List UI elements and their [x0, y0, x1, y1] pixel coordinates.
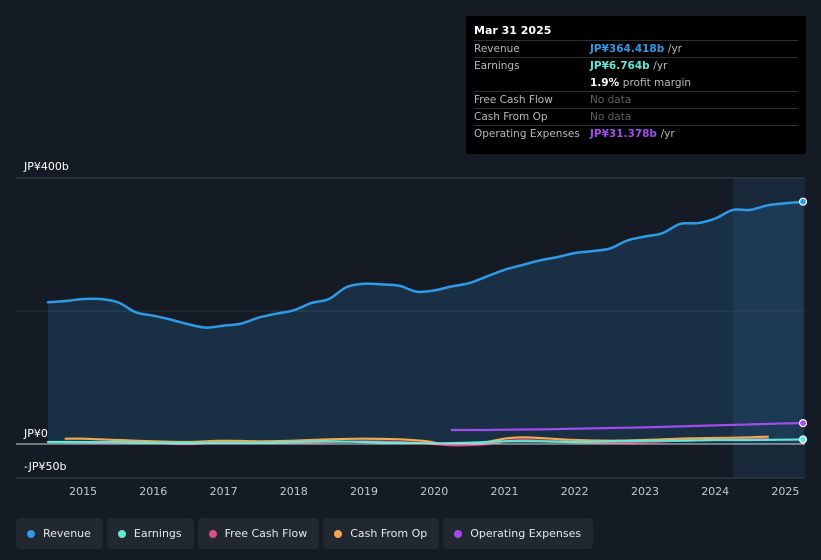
x-tick-label: 2024 [701, 485, 730, 498]
opex-amount: JP¥31.378b [590, 128, 657, 140]
revenue-line [46, 200, 805, 329]
tooltip-opex-label: Operating Expenses [474, 128, 580, 140]
current-period-highlight [732, 178, 805, 478]
tooltip-earnings-value: JP¥6.764b /yr [590, 60, 667, 72]
operating-expenses-end-marker [798, 419, 808, 428]
tooltip-row-opex: Operating Expenses JP¥31.378b /yr [474, 125, 798, 143]
y-label-minus-50b: -JP¥50b [24, 460, 67, 473]
earnings-line [46, 438, 805, 445]
revenue-end-marker [798, 197, 808, 206]
tooltip-earnings-label: Earnings [474, 60, 520, 72]
y-label-zero: JP¥0 [24, 427, 48, 440]
x-tick-label: 2025 [771, 485, 800, 498]
chart-legend: Revenue Earnings Free Cash Flow Cash Fro… [16, 518, 594, 549]
legend-label-earnings: Earnings [133, 527, 182, 540]
tooltip-fcf-label: Free Cash Flow [474, 94, 553, 106]
tooltip-date: Mar 31 2025 [474, 24, 552, 37]
x-tick-label: 2020 [420, 485, 449, 498]
free-cash-flow-dot-icon [208, 529, 217, 538]
earnings-unit: /yr [653, 60, 668, 72]
legend-label-operating-expenses: Operating Expenses [470, 527, 582, 540]
tooltip-row-cfo: Cash From Op No data [474, 108, 798, 126]
profit-margin-value: 1.9% [590, 77, 620, 89]
tooltip-cfo-label: Cash From Op [474, 111, 548, 123]
tooltip-cfo-value: No data [590, 111, 632, 123]
x-tick-label: 2018 [279, 485, 308, 498]
earnings-end-marker [798, 435, 808, 444]
x-tick-label: 2017 [209, 485, 238, 498]
legend-label-cash-from-op: Cash From Op [350, 527, 428, 540]
profit-margin-label: profit margin [622, 77, 692, 89]
legend-item-cash-from-op[interactable]: Cash From Op [323, 518, 440, 549]
operating-expenses-line [450, 422, 805, 432]
tooltip-row-fcf: Free Cash Flow No data [474, 91, 798, 109]
x-tick-label: 2016 [139, 485, 168, 498]
legend-item-operating-expenses[interactable]: Operating Expenses [443, 518, 594, 549]
operating-expenses-dot-icon [454, 529, 463, 538]
legend-label-free-cash-flow: Free Cash Flow [224, 527, 308, 540]
earnings-amount: JP¥6.764b [590, 60, 650, 72]
legend-item-earnings[interactable]: Earnings [106, 518, 194, 549]
x-tick-label: 2023 [631, 485, 659, 498]
tooltip-fcf-value: No data [590, 94, 632, 106]
revenue-unit: /yr [667, 43, 682, 55]
tooltip-opex-value: JP¥31.378b /yr [590, 128, 675, 140]
tooltip-profit-margin: 1.9% profit margin [590, 77, 691, 89]
tooltip-revenue-value: JP¥364.418b /yr [590, 43, 682, 55]
series-layer [46, 200, 805, 447]
revenue-dot-icon [27, 529, 35, 538]
revenue-amount: JP¥364.418b [590, 43, 665, 55]
y-label-400b: JP¥400b [24, 160, 69, 173]
x-tick-label: 2022 [560, 485, 589, 498]
legend-item-free-cash-flow[interactable]: Free Cash Flow [197, 518, 320, 549]
tooltip-row-earnings: Earnings JP¥6.764b /yr 1.9% profit margi… [474, 57, 798, 92]
opex-unit: /yr [660, 128, 675, 140]
x-tick-label: 2015 [69, 485, 98, 498]
tooltip-row-revenue: Revenue JP¥364.418b /yr [474, 40, 798, 58]
x-tick-label: 2021 [490, 485, 519, 498]
earnings-dot-icon [117, 529, 126, 538]
cash-from-op-dot-icon [334, 529, 343, 538]
data-tooltip: Mar 31 2025 Revenue JP¥364.418b /yr Earn… [466, 16, 806, 154]
end-markers [798, 197, 808, 444]
legend-label-revenue: Revenue [43, 527, 91, 540]
tooltip-revenue-label: Revenue [474, 43, 520, 55]
x-tick-label: 2019 [350, 485, 378, 498]
revenue-area [48, 201, 803, 444]
legend-item-revenue[interactable]: Revenue [16, 518, 103, 549]
